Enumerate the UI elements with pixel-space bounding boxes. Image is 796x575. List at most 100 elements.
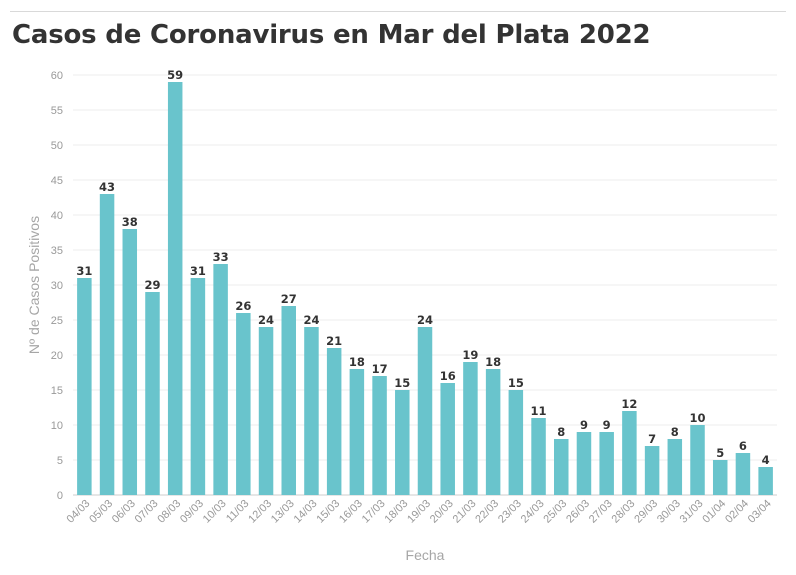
x-tick-label: 04/03 (65, 498, 93, 526)
y-tick-label: 30 (51, 280, 63, 292)
data-label: 19 (462, 348, 478, 362)
bar (485, 369, 501, 495)
data-label: 11 (531, 404, 547, 418)
x-tick-label: 01/04 (700, 498, 728, 526)
y-axis-title: Nº de Casos Positivos (26, 216, 42, 354)
x-tick-label: 11/03 (224, 498, 251, 525)
data-label: 59 (167, 68, 183, 82)
data-label: 24 (258, 313, 274, 327)
bar (236, 313, 251, 495)
data-label: 29 (144, 278, 160, 292)
bar (190, 278, 206, 495)
x-tick-label: 14/03 (292, 498, 320, 526)
data-label: 6 (739, 439, 747, 453)
x-tick-label: 07/03 (133, 498, 161, 526)
x-tick-label: 17/03 (360, 498, 388, 526)
x-tick-label: 26/03 (564, 498, 592, 526)
x-tick-label: 30/03 (655, 498, 683, 526)
bar (735, 453, 751, 495)
x-tick-label: 27/03 (587, 498, 615, 526)
bar (417, 327, 433, 495)
x-tick-label: 16/03 (337, 498, 365, 526)
x-tick-label: 29/03 (632, 498, 660, 526)
bar (667, 439, 683, 495)
x-tick-label: 28/03 (610, 498, 638, 526)
bar (99, 194, 115, 495)
data-label: 15 (508, 376, 524, 390)
data-label: 31 (190, 264, 206, 278)
data-label: 12 (621, 397, 637, 411)
x-axis-title: Fecha (406, 547, 445, 563)
chart-title: Casos de Coronavirus en Mar del Plata 20… (12, 20, 651, 50)
data-label: 4 (762, 453, 770, 467)
data-label: 33 (213, 250, 229, 264)
bar (644, 446, 660, 495)
gridlines (73, 74, 777, 496)
data-label: 18 (485, 355, 501, 369)
bar (712, 460, 728, 495)
bars (77, 82, 773, 495)
data-label: 27 (281, 292, 297, 306)
data-label: 15 (394, 376, 410, 390)
y-tick-label: 5 (57, 455, 63, 467)
bar (508, 390, 524, 495)
bar (531, 418, 546, 495)
x-tick-label: 23/03 (496, 498, 524, 526)
y-tick-label: 15 (51, 385, 63, 397)
x-tick-label: 10/03 (201, 498, 229, 526)
x-tick-label: 03/04 (746, 498, 774, 526)
x-tick-label: 13/03 (269, 498, 297, 526)
x-tick-label: 02/04 (723, 498, 751, 526)
y-axis-ticks: 0 5 10 15 20 25 30 35 40 45 50 55 60 (51, 70, 63, 502)
data-label: 8 (671, 425, 679, 439)
y-tick-label: 55 (51, 105, 63, 117)
x-tick-label: 08/03 (155, 498, 183, 526)
bar (576, 432, 592, 495)
x-tick-label: 20/03 (428, 498, 456, 526)
y-tick-label: 60 (51, 70, 63, 82)
bar (258, 327, 274, 495)
data-label: 5 (716, 446, 724, 460)
bar (372, 376, 387, 495)
bar (622, 411, 637, 495)
top-divider (10, 11, 786, 12)
bar (213, 264, 228, 495)
x-tick-label: 15/03 (314, 498, 342, 526)
data-label: 24 (303, 313, 319, 327)
x-tick-label: 18/03 (382, 498, 410, 526)
x-tick-label: 21/03 (451, 498, 479, 526)
data-label: 43 (99, 180, 115, 194)
data-label: 24 (417, 313, 433, 327)
data-label: 7 (648, 432, 656, 446)
y-tick-label: 40 (51, 210, 63, 222)
x-tick-label: 09/03 (178, 498, 206, 526)
x-tick-label: 19/03 (405, 498, 433, 526)
x-tick-label: 25/03 (541, 498, 569, 526)
x-tick-label: 05/03 (87, 498, 115, 526)
bar (145, 292, 160, 495)
data-label: 17 (372, 362, 388, 376)
x-tick-label: 22/03 (473, 498, 501, 526)
bar (758, 467, 773, 495)
bar (349, 369, 365, 495)
y-tick-label: 25 (51, 315, 63, 327)
bar (304, 327, 319, 495)
y-tick-label: 50 (51, 140, 63, 152)
data-label: 16 (440, 369, 456, 383)
data-label: 31 (76, 264, 92, 278)
y-tick-label: 20 (51, 350, 63, 362)
data-label: 8 (557, 425, 565, 439)
y-tick-label: 45 (51, 175, 63, 187)
data-label: 26 (235, 299, 251, 313)
y-tick-label: 10 (51, 420, 63, 432)
data-label: 9 (580, 418, 588, 432)
x-axis-ticks: 04/0305/0306/0307/0308/0309/0310/0311/03… (65, 498, 774, 526)
data-label: 38 (122, 215, 138, 229)
x-tick-label: 12/03 (246, 498, 274, 526)
y-tick-label: 0 (57, 490, 63, 502)
bar (463, 362, 478, 495)
bar (554, 439, 569, 495)
data-label: 18 (349, 355, 365, 369)
bar (440, 383, 455, 495)
